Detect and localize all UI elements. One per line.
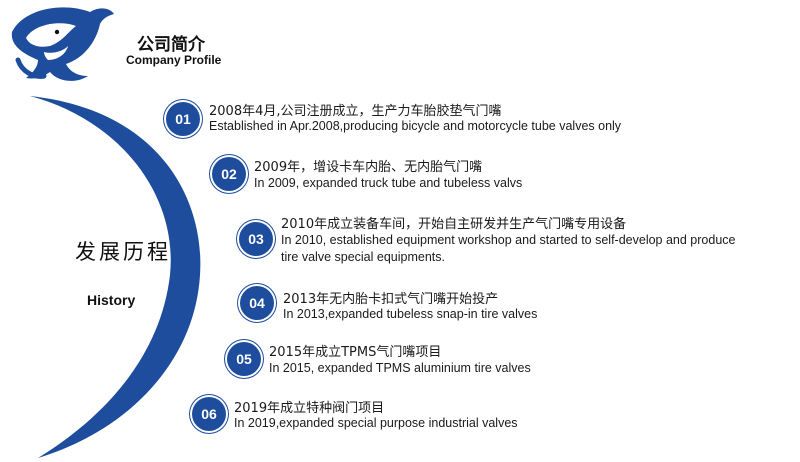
timeline-text-en: Established in Apr.2008,producing bicycl…: [209, 119, 622, 133]
timeline-text-cn: 2009年，增设卡车内胎、无内胎气门嘴: [254, 160, 483, 175]
timeline-text-cn: 2013年无内胎卡扣式气门嘴开始投产: [283, 292, 499, 307]
step-badge: 06: [192, 397, 226, 431]
timeline-text-en: In 2019,expanded special purpose industr…: [234, 416, 518, 430]
timeline-text-cn: 2019年成立特种阀门项目: [234, 401, 385, 416]
step-badge: 05: [227, 342, 261, 376]
timeline-text-en-cont: tire valve special equipments.: [281, 250, 445, 264]
history-heading-cn: 发展历程: [75, 240, 171, 264]
step-badge: 01: [166, 102, 200, 136]
timeline-text-en: In 2013,expanded tubeless snap-in tire v…: [283, 307, 538, 321]
step-badge: 04: [240, 286, 274, 320]
timeline-text-cn: 2010年成立装备车间，开始自主研发并生产气门嘴专用设备: [281, 217, 627, 232]
step-badge: 03: [239, 222, 273, 256]
page-title-cn: 公司简介: [137, 35, 205, 55]
timeline-text-en: In 2010, established equipment workshop …: [281, 233, 736, 247]
timeline-text-cn: 2008年4月,公司注册成立，生产力车胎胶垫气门嘴: [209, 104, 502, 119]
history-heading-en: History: [87, 292, 136, 308]
page-title-en: Company Profile: [126, 53, 222, 67]
timeline-text-en: In 2015, expanded TPMS aluminium tire va…: [269, 361, 531, 375]
step-badge: 02: [212, 157, 246, 191]
dolphin-logo-icon: [11, 7, 115, 81]
timeline-text-cn: 2015年成立TPMS气门嘴项目: [269, 345, 442, 360]
timeline-text-en: In 2009, expanded truck tube and tubeles…: [254, 176, 523, 190]
